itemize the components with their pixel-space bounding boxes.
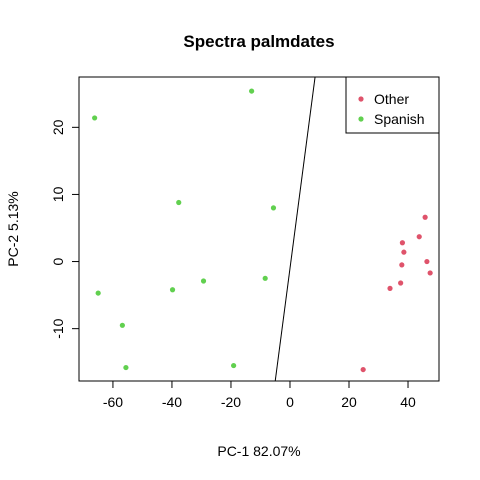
x-tick-label: 20 bbox=[341, 394, 357, 410]
legend-marker-other bbox=[358, 96, 364, 102]
x-tick-label: -60 bbox=[103, 394, 123, 410]
x-tick-label: 0 bbox=[286, 394, 294, 410]
legend-marker-spanish bbox=[358, 116, 364, 122]
y-tick-label: -10 bbox=[50, 318, 66, 338]
point-spanish bbox=[231, 362, 237, 369]
x-tick-label: -40 bbox=[162, 394, 182, 410]
point-other bbox=[427, 270, 433, 276]
point-spanish bbox=[92, 115, 98, 121]
chart-title: Spectra palmdates bbox=[183, 32, 334, 51]
point-other bbox=[401, 249, 407, 255]
point-other bbox=[416, 234, 422, 240]
y-axis-title: PC-2 5.13% bbox=[5, 191, 21, 266]
plot-frame bbox=[78, 76, 440, 382]
x-axis-title: PC-1 82.07% bbox=[217, 443, 300, 459]
point-spanish bbox=[119, 322, 125, 328]
point-spanish bbox=[270, 205, 277, 211]
point-other bbox=[424, 258, 430, 265]
point-spanish bbox=[169, 287, 176, 293]
point-spanish bbox=[95, 290, 101, 296]
point-spanish bbox=[262, 275, 268, 281]
point-other bbox=[360, 366, 366, 373]
point-spanish bbox=[176, 199, 182, 206]
legend-box bbox=[345, 76, 440, 134]
x-tick-label: 40 bbox=[400, 394, 416, 410]
axes: -60 -40 -20 0 20 40 -10 0 10 20 bbox=[50, 76, 440, 410]
plot-area bbox=[92, 77, 433, 381]
point-other bbox=[422, 214, 428, 220]
point-other bbox=[387, 285, 393, 291]
point-spanish bbox=[249, 88, 255, 94]
x-tick-label: -20 bbox=[221, 394, 241, 410]
legend-label-spanish: Spanish bbox=[374, 111, 425, 127]
legend-label-other: Other bbox=[374, 91, 409, 107]
y-tick-label: 0 bbox=[50, 257, 66, 265]
point-spanish bbox=[123, 364, 129, 371]
legend: Other Spanish bbox=[345, 76, 440, 134]
point-other bbox=[399, 240, 406, 246]
y-tick-label: 20 bbox=[50, 119, 66, 135]
separator-line bbox=[274, 77, 316, 381]
point-other bbox=[398, 280, 404, 286]
y-tick-label: 10 bbox=[50, 186, 66, 202]
point-spanish bbox=[200, 278, 207, 284]
point-other bbox=[399, 262, 405, 268]
